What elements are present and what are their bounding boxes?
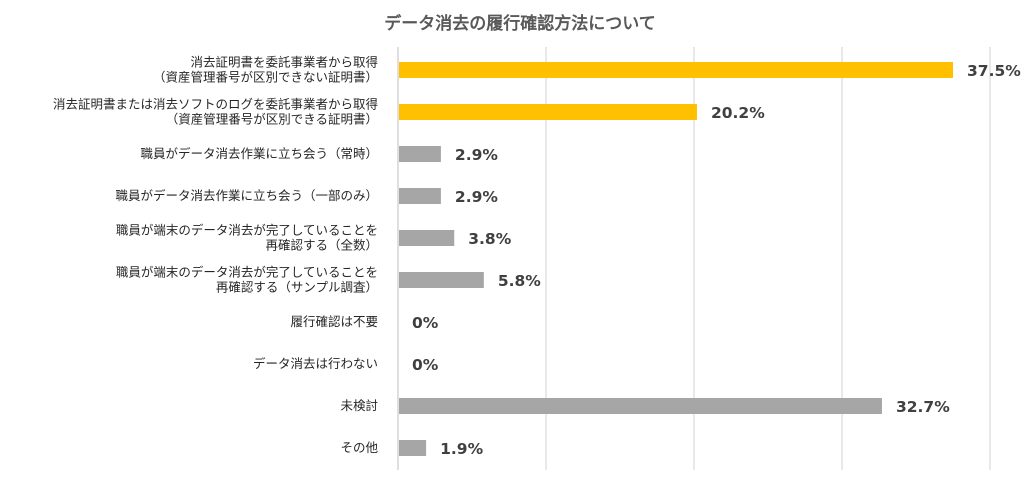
- bar: [399, 440, 427, 456]
- category-label: 職員がデータ消去作業に立ち会う（一部のみ）: [115, 188, 378, 203]
- category-label: 消去証明書を委託事業者から取得: [190, 55, 378, 70]
- category-label: 職員が端末のデータ消去が完了していることを: [116, 265, 378, 280]
- category-labels: 消去証明書を委託事業者から取得（資産管理番号が区別できない証明書） 消去証明書また…: [53, 55, 379, 456]
- category-label: 職員がデータ消去作業に立ち会う（常時）: [140, 146, 378, 161]
- value-label: 3.8%: [468, 230, 511, 248]
- category-label: （資産管理番号が区別できる証明書）: [166, 112, 378, 127]
- category-label: その他: [340, 440, 378, 455]
- bar: [399, 188, 441, 204]
- category-label: データ消去は行わない: [253, 356, 378, 371]
- value-label: 20.2%: [711, 104, 765, 122]
- value-label: 5.8%: [498, 272, 541, 290]
- value-label: 2.9%: [455, 188, 498, 206]
- category-label: 未検討: [340, 398, 378, 413]
- category-label: 再確認する（全数）: [265, 238, 378, 253]
- category-label: 職員が端末のデータ消去が完了していることを: [116, 223, 378, 238]
- bars: [399, 62, 953, 456]
- bar: [399, 398, 882, 414]
- value-label: 1.9%: [440, 440, 483, 458]
- category-label: （資産管理番号が区別できない証明書）: [153, 70, 378, 85]
- category-label: 消去証明書または消去ソフトのログを委託事業者から取得: [53, 97, 378, 112]
- value-label: 2.9%: [455, 146, 498, 164]
- value-label: 37.5%: [967, 62, 1021, 80]
- category-label: 履行確認は不要: [290, 314, 378, 329]
- value-label: 0%: [412, 314, 439, 332]
- bar: [399, 272, 484, 288]
- bar: [399, 146, 441, 162]
- category-label: 再確認する（サンプル調査）: [216, 280, 378, 295]
- chart-title: データ消去の履行確認方法について: [384, 13, 656, 34]
- bar: [399, 104, 697, 120]
- bar: [399, 230, 455, 246]
- value-labels: 37.5% 20.2% 2.9% 2.9% 3.8% 5.8% 0% 0% 32.7% 1.9%: [412, 62, 1021, 458]
- value-label: 0%: [412, 356, 439, 374]
- bar: [399, 62, 953, 78]
- value-label: 32.7%: [896, 398, 950, 416]
